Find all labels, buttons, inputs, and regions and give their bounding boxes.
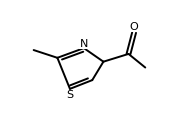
Text: S: S	[66, 90, 73, 100]
Text: O: O	[130, 22, 138, 32]
Text: N: N	[80, 39, 88, 49]
